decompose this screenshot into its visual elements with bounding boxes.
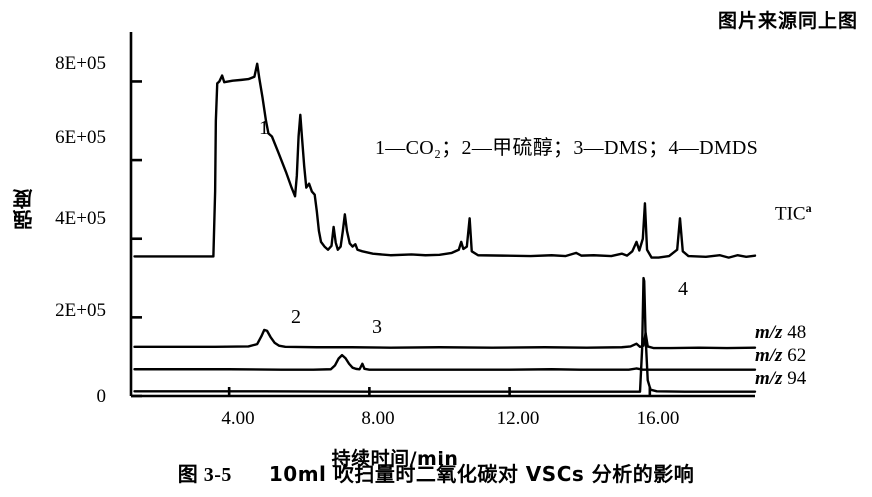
mz-prefix: m/z [755, 368, 783, 389]
mz-value-62: 62 [787, 345, 807, 366]
mz-prefix: m/z [755, 345, 783, 366]
figure-caption: 图 3-5 10ml 吹扫量时二氧化碳对 VSCs 分析的影响 [0, 458, 872, 487]
trace-label-tic-superscript: a [805, 201, 812, 215]
figure-caption-text: 10ml 吹扫量时二氧化碳对 VSCs 分析的影响 [268, 462, 695, 486]
source-note: 图片来源同上图 [717, 10, 858, 32]
legend-text: 1—CO₂；2—甲硫醇；3—DMS；4—DMDS [375, 137, 759, 159]
x-tick-label-16: 16.00 [636, 408, 680, 429]
trace-mz62 [133, 353, 757, 371]
trace-mz48 [133, 328, 757, 350]
peak-annotation-4: 4 [678, 278, 688, 300]
x-tick-label-12: 12.00 [496, 408, 540, 429]
figure-number: 图 3-5 [177, 464, 232, 486]
trace-label-tic: TICa [775, 201, 812, 225]
trace-label-mz62: m/z 62 [755, 345, 806, 367]
y-tick-label-4e5: 4E+05 [55, 208, 106, 229]
trace-mz94 [133, 276, 757, 393]
peak-annotation-2: 2 [291, 306, 301, 328]
y-tick-label-2e5: 2E+05 [55, 300, 106, 321]
peak-annotation-3: 3 [372, 316, 382, 338]
mz-prefix: m/z [755, 322, 783, 343]
trace-label-mz48: m/z 48 [755, 322, 806, 344]
x-tick-label-4: 4.00 [221, 408, 255, 429]
y-tick-label-8e5: 8E+05 [55, 53, 106, 74]
trace-label-tic-text: TIC [775, 203, 806, 225]
trace-label-mz94: m/z 94 [755, 368, 806, 390]
x-tick-label-8: 8.00 [361, 408, 395, 429]
chromatogram-plot: 强度 8E+05 6E+05 4E+05 2E+05 0 4.00 8.00 1… [0, 20, 872, 470]
y-tick-label-0: 0 [96, 386, 107, 407]
mz-value-48: 48 [787, 322, 807, 343]
mz-value-94: 94 [787, 368, 807, 389]
trace-tic [133, 62, 757, 259]
y-tick-label-6e5: 6E+05 [55, 127, 106, 148]
peak-annotation-1: 1 [259, 117, 269, 139]
chart-canvas [129, 32, 757, 398]
x-axis-title: 持续时间/min [331, 448, 459, 470]
